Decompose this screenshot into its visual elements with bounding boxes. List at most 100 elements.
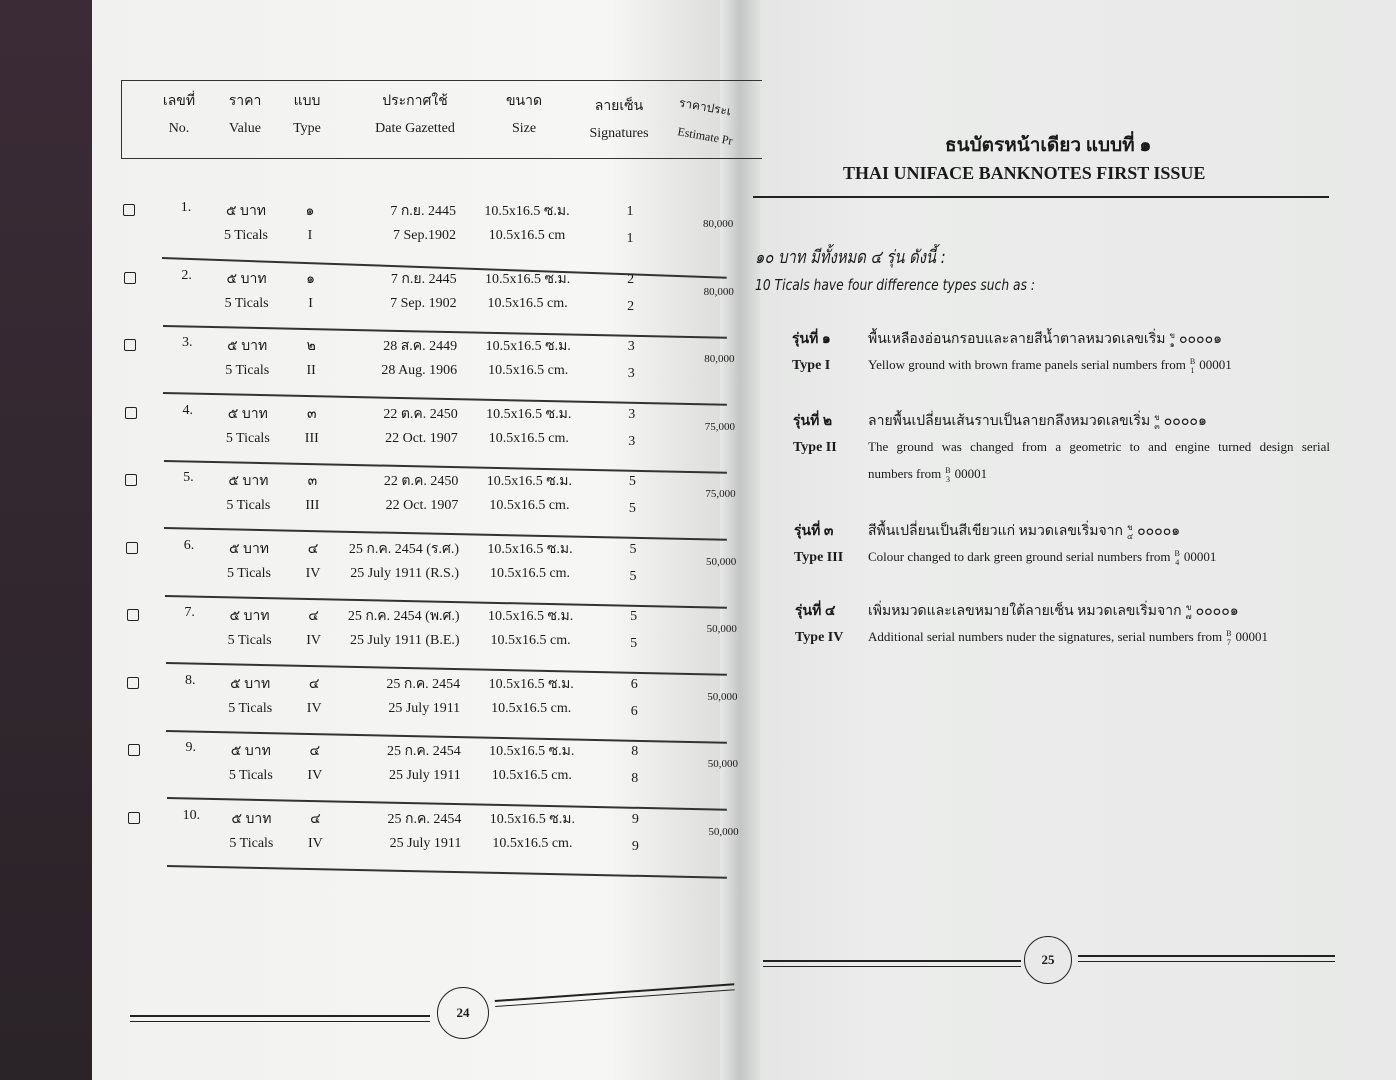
- page-title-thai: ธนบัตรหน้าเดียว แบบที่ ๑: [945, 135, 1152, 156]
- row-checkbox[interactable]: [128, 811, 141, 824]
- estimate-price: 80,000: [704, 353, 735, 365]
- estimate-price: 50,000: [707, 690, 738, 703]
- size-english: 10.5x16.5 cm.: [487, 295, 568, 311]
- type-english: III: [304, 430, 319, 446]
- value-english: 5 Ticals: [224, 295, 269, 311]
- prefix-top: B: [1189, 357, 1196, 367]
- row-checkbox[interactable]: [124, 339, 137, 351]
- signatures-thai: 5: [630, 609, 638, 624]
- size-thai: 10.5x16.5 ซ.ม.: [487, 541, 573, 557]
- value-thai: ๕ บาท: [228, 474, 269, 489]
- size-english: 10.5x16.5 cm.: [489, 565, 571, 581]
- signatures-thai: 5: [629, 541, 637, 557]
- type-label-thai: รุ่นที่ ๓: [794, 524, 834, 539]
- prefix-top: B: [945, 466, 951, 476]
- date-english: 25 July 1911 (B.E.): [350, 633, 460, 648]
- signatures-thai: 5: [628, 474, 636, 489]
- value-thai: ๕ บาท: [228, 541, 270, 557]
- prefix-top: ข: [1169, 330, 1175, 340]
- prefix-bottom: ๓: [1154, 421, 1160, 431]
- estimate-price: 75,000: [704, 420, 736, 433]
- size-thai: 10.5x16.5 ซ.ม.: [485, 339, 571, 354]
- value-english: 5 Ticals: [226, 498, 271, 513]
- row-checkbox[interactable]: [126, 609, 139, 621]
- value-english: 5 Ticals: [229, 835, 274, 851]
- type-description: Yellow ground with brown frame panels se…: [868, 357, 1232, 375]
- type-description: Additional serial numbers nuder the sign…: [868, 629, 1268, 647]
- date-thai: 7 ก.ย. 2445: [390, 271, 457, 287]
- table-header-box: [121, 80, 762, 159]
- estimate-price: 80,000: [703, 285, 734, 298]
- footer-rule-right: [1078, 955, 1335, 962]
- date-thai: 22 ต.ค. 2450: [383, 474, 459, 489]
- type-thai: ๔: [310, 811, 321, 827]
- row-number: 7.: [184, 605, 195, 620]
- date-thai: 22 ต.ค. 2450: [383, 406, 458, 422]
- header-thai: ลายเซ็น: [594, 99, 644, 114]
- type-description-thai: สีพื้นเปลี่ยนเป็นสีเขียวแก่ หมวดเลขเริ่ม…: [868, 520, 1180, 542]
- row-checkbox[interactable]: [124, 406, 137, 419]
- type-description-thai: เพิ่มหมวดและเลขหมายใต้ลายเซ็น หมวดเลขเริ…: [868, 600, 1239, 622]
- serial-prefix: ข๑: [1169, 331, 1174, 349]
- estimate-price: 50,000: [707, 758, 739, 770]
- row-checkbox[interactable]: [125, 474, 138, 486]
- size-english: 10.5x16.5 cm.: [488, 430, 569, 446]
- description-text: พื้นเหลืองอ่อนกรอบและลายสีน้ำตาลหมวดเลขเ…: [868, 332, 1166, 347]
- estimate-price: 80,000: [703, 218, 734, 230]
- signatures-english: 6: [630, 703, 638, 719]
- size-english: 10.5x16.5 cm.: [488, 363, 569, 378]
- signatures-thai: 8: [631, 744, 639, 759]
- date-thai: 25 ก.ค. 2454: [386, 744, 461, 759]
- header-english: Size: [511, 121, 537, 136]
- description-text: เพิ่มหมวดและเลขหมายใต้ลายเซ็น หมวดเลขเริ…: [868, 604, 1182, 619]
- type-thai: ๑: [306, 271, 316, 287]
- serial-prefix: ข๔: [1127, 523, 1133, 541]
- header-english: Date Gazetted: [375, 121, 455, 136]
- value-thai: ๕ บาท: [227, 339, 268, 354]
- value-english: 5 Ticals: [225, 363, 270, 378]
- header-english: No.: [168, 121, 190, 136]
- row-number: 6.: [183, 537, 195, 553]
- type-english: IV: [306, 700, 322, 716]
- date-english: 25 July 1911 (R.S.): [350, 565, 459, 581]
- type-description-thai: พื้นเหลืองอ่อนกรอบและลายสีน้ำตาลหมวดเลขเ…: [868, 328, 1222, 350]
- serial-number: 00001: [954, 466, 988, 481]
- row-checkbox[interactable]: [127, 676, 140, 689]
- serial-number: 00001: [1183, 549, 1217, 564]
- row-checkbox[interactable]: [123, 271, 136, 284]
- description-text: The ground was changed from a geometric …: [868, 439, 1330, 454]
- row-checkbox[interactable]: [126, 541, 138, 554]
- value-thai: ๕ บาท: [229, 609, 270, 624]
- type-english: IV: [307, 768, 323, 783]
- prefix-bottom: 1: [1190, 366, 1195, 376]
- estimate-price: 50,000: [706, 555, 737, 568]
- type-description: Colour changed to dark green ground seri…: [868, 549, 1216, 567]
- value-english: 5 Ticals: [225, 430, 270, 446]
- serial-number: ๐๐๐๐๑: [1178, 332, 1223, 347]
- size-english: 10.5x16.5 cm.: [490, 633, 571, 648]
- row-checkbox[interactable]: [123, 204, 135, 216]
- signatures-thai: 2: [627, 271, 635, 287]
- description-text: Additional serial numbers nuder the sign…: [868, 629, 1223, 644]
- value-english: 5 Ticals: [228, 700, 273, 716]
- type-label-thai: รุ่นที่ ๒: [793, 414, 833, 429]
- row-checkbox[interactable]: [127, 744, 140, 756]
- type-thai: ๔: [308, 609, 319, 624]
- date-english: 25 July 1911: [388, 700, 461, 716]
- type-thai: ๔: [308, 676, 320, 692]
- type-english: II: [306, 363, 316, 378]
- prefix-top: B: [1226, 629, 1232, 639]
- row-number: 3.: [181, 335, 193, 350]
- type-english: I: [307, 228, 313, 243]
- serial-number: ๐๐๐๐๑: [1137, 524, 1181, 539]
- left-page: [92, 0, 738, 1080]
- signatures-english: 3: [627, 366, 635, 381]
- header-thai: แบบ: [293, 94, 321, 109]
- prefix-top: B: [1174, 549, 1180, 559]
- value-english: 5 Ticals: [224, 228, 268, 243]
- type-label: Type II: [793, 440, 837, 455]
- value-thai: ๕ บาท: [227, 406, 268, 422]
